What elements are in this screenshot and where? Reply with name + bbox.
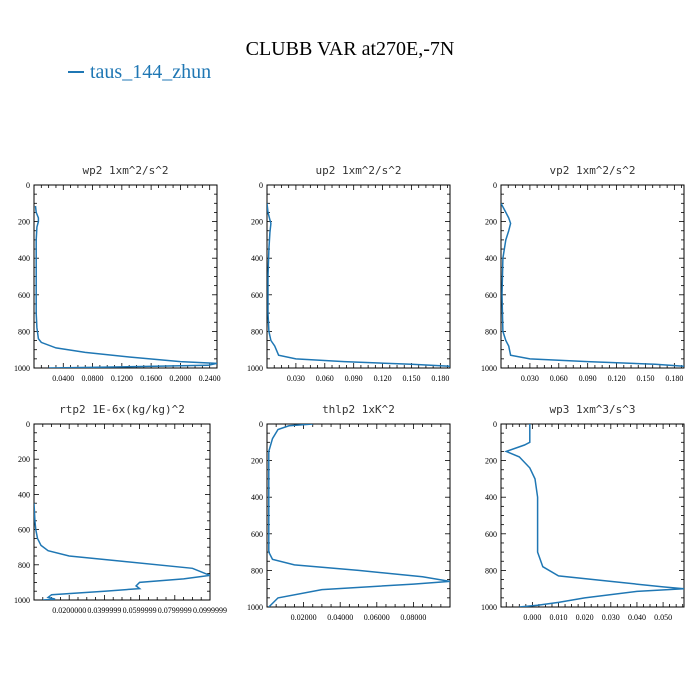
x-tick-label: 0.0999999 [193, 606, 227, 615]
x-tick-label: 0.04000 [327, 613, 353, 622]
y-tick-label: 1000 [247, 603, 263, 612]
y-tick-label: 400 [485, 254, 497, 263]
panel-title: vp2 1xm^2/s^2 [549, 164, 635, 177]
x-tick-label: 0.150 [402, 374, 420, 383]
y-tick-label: 600 [485, 530, 497, 539]
plot-frame [266, 184, 451, 369]
y-tick-label: 0 [493, 420, 497, 429]
y-tick-label: 0 [259, 181, 263, 190]
y-tick-label: 600 [485, 291, 497, 300]
y-tick-label: 400 [251, 254, 263, 263]
x-tick-label: 0.2000 [169, 374, 191, 383]
x-tick-label: 0.000 [523, 613, 541, 622]
x-tick-label: 0.0400 [52, 374, 74, 383]
y-tick-label: 400 [485, 493, 497, 502]
x-tick-label: 0.020 [576, 613, 594, 622]
x-tick-label: 0.180 [431, 374, 449, 383]
y-tick-label: 400 [18, 490, 30, 499]
panel-1: wp2 1xm^2/s^2 0 200 400 600 800 1000 0.0400 0.08… [14, 164, 221, 383]
y-tick-label: 800 [251, 327, 263, 336]
x-tick-label: 0.040 [628, 613, 646, 622]
y-tick-label: 800 [251, 566, 263, 575]
panel-title: up2 1xm^2/s^2 [315, 164, 401, 177]
plot-frame [33, 184, 218, 369]
x-tick-label: 0.02000 [291, 613, 317, 622]
x-tick-label: 0.06000 [364, 613, 390, 622]
y-tick-label: 200 [18, 455, 30, 464]
plot-frame [500, 184, 685, 369]
y-tick-label: 200 [18, 218, 30, 227]
x-tick-label: 0.0399999 [87, 606, 121, 615]
y-tick-label: 600 [18, 526, 30, 535]
y-tick-label: 1000 [481, 364, 497, 373]
series-line [268, 424, 450, 607]
series-line [34, 205, 217, 368]
x-tick-label: 0.060 [316, 374, 334, 383]
y-tick-label: 600 [251, 291, 263, 300]
x-tick-label: 0.030 [521, 374, 539, 383]
y-tick-label: 200 [485, 457, 497, 466]
y-tick-label: 1000 [14, 364, 30, 373]
x-tick-label: 0.2400 [199, 374, 221, 383]
y-tick-label: 200 [251, 457, 263, 466]
x-tick-label: 0.0599999 [123, 606, 157, 615]
y-tick-label: 800 [485, 327, 497, 336]
y-tick-label: 400 [18, 254, 30, 263]
y-tick-label: 200 [485, 218, 497, 227]
y-tick-label: 0 [493, 181, 497, 190]
x-tick-label: 0.0799999 [158, 606, 192, 615]
x-tick-label: 0.050 [654, 613, 672, 622]
x-tick-label: 0.030 [287, 374, 305, 383]
x-tick-label: 0.120 [374, 374, 392, 383]
y-tick-label: 400 [251, 493, 263, 502]
legend: taus_144_zhun [68, 61, 211, 83]
panel-title: wp2 1xm^2/s^2 [82, 164, 168, 177]
x-tick-label: 0.0200000 [52, 606, 86, 615]
x-tick-label: 0.060 [550, 374, 568, 383]
y-tick-label: 200 [251, 218, 263, 227]
series-line [34, 503, 210, 600]
series-line [267, 203, 450, 367]
y-tick-label: 0 [26, 181, 30, 190]
panel-title: thlp2 1xK^2 [322, 403, 395, 416]
legend-label: taus_144_zhun [90, 61, 211, 83]
series-line [504, 424, 684, 607]
y-tick-label: 800 [485, 566, 497, 575]
y-tick-label: 0 [26, 420, 30, 429]
panel-3: vp2 1xm^2/s^2 0 200 400 600 800 1000 0.030 0.060… [481, 164, 685, 383]
plot-frame [33, 423, 211, 601]
panel-5: thlp2 1xK^2 0 200 400 600 800 1000 0.02000 0.040… [247, 403, 451, 622]
y-tick-label: 1000 [481, 603, 497, 612]
y-tick-label: 1000 [14, 596, 30, 605]
y-tick-label: 800 [18, 327, 30, 336]
series-line [501, 202, 684, 367]
y-tick-label: 600 [18, 291, 30, 300]
x-tick-label: 0.08000 [400, 613, 426, 622]
y-tick-label: 0 [259, 420, 263, 429]
x-tick-label: 0.180 [665, 374, 683, 383]
x-tick-label: 0.030 [602, 613, 620, 622]
figure-title: CLUBB VAR at270E,-7N [246, 38, 455, 60]
panel-4: rtp2 1E-6x(kg/kg)^2 0 200 400 600 800 1000 0.02… [14, 403, 227, 615]
y-tick-label: 800 [18, 561, 30, 570]
panel-6: wp3 1xm^3/s^3 0 200 400 600 800 1000 0.000 0.010… [481, 403, 685, 622]
y-tick-label: 600 [251, 530, 263, 539]
x-tick-label: 0.120 [608, 374, 626, 383]
y-tick-label: 1000 [247, 364, 263, 373]
x-tick-label: 0.090 [579, 374, 597, 383]
x-tick-label: 0.0800 [82, 374, 104, 383]
x-tick-label: 0.150 [636, 374, 654, 383]
x-tick-label: 0.010 [550, 613, 568, 622]
x-tick-label: 0.090 [345, 374, 363, 383]
panel-title: wp3 1xm^3/s^3 [549, 403, 635, 416]
panel-2: up2 1xm^2/s^2 0 200 400 600 800 1000 0.030 0.060… [247, 164, 451, 383]
panel-title: rtp2 1E-6x(kg/kg)^2 [59, 403, 185, 416]
x-tick-label: 0.1200 [111, 374, 133, 383]
x-tick-label: 0.1600 [140, 374, 162, 383]
plot-frame [266, 423, 451, 608]
